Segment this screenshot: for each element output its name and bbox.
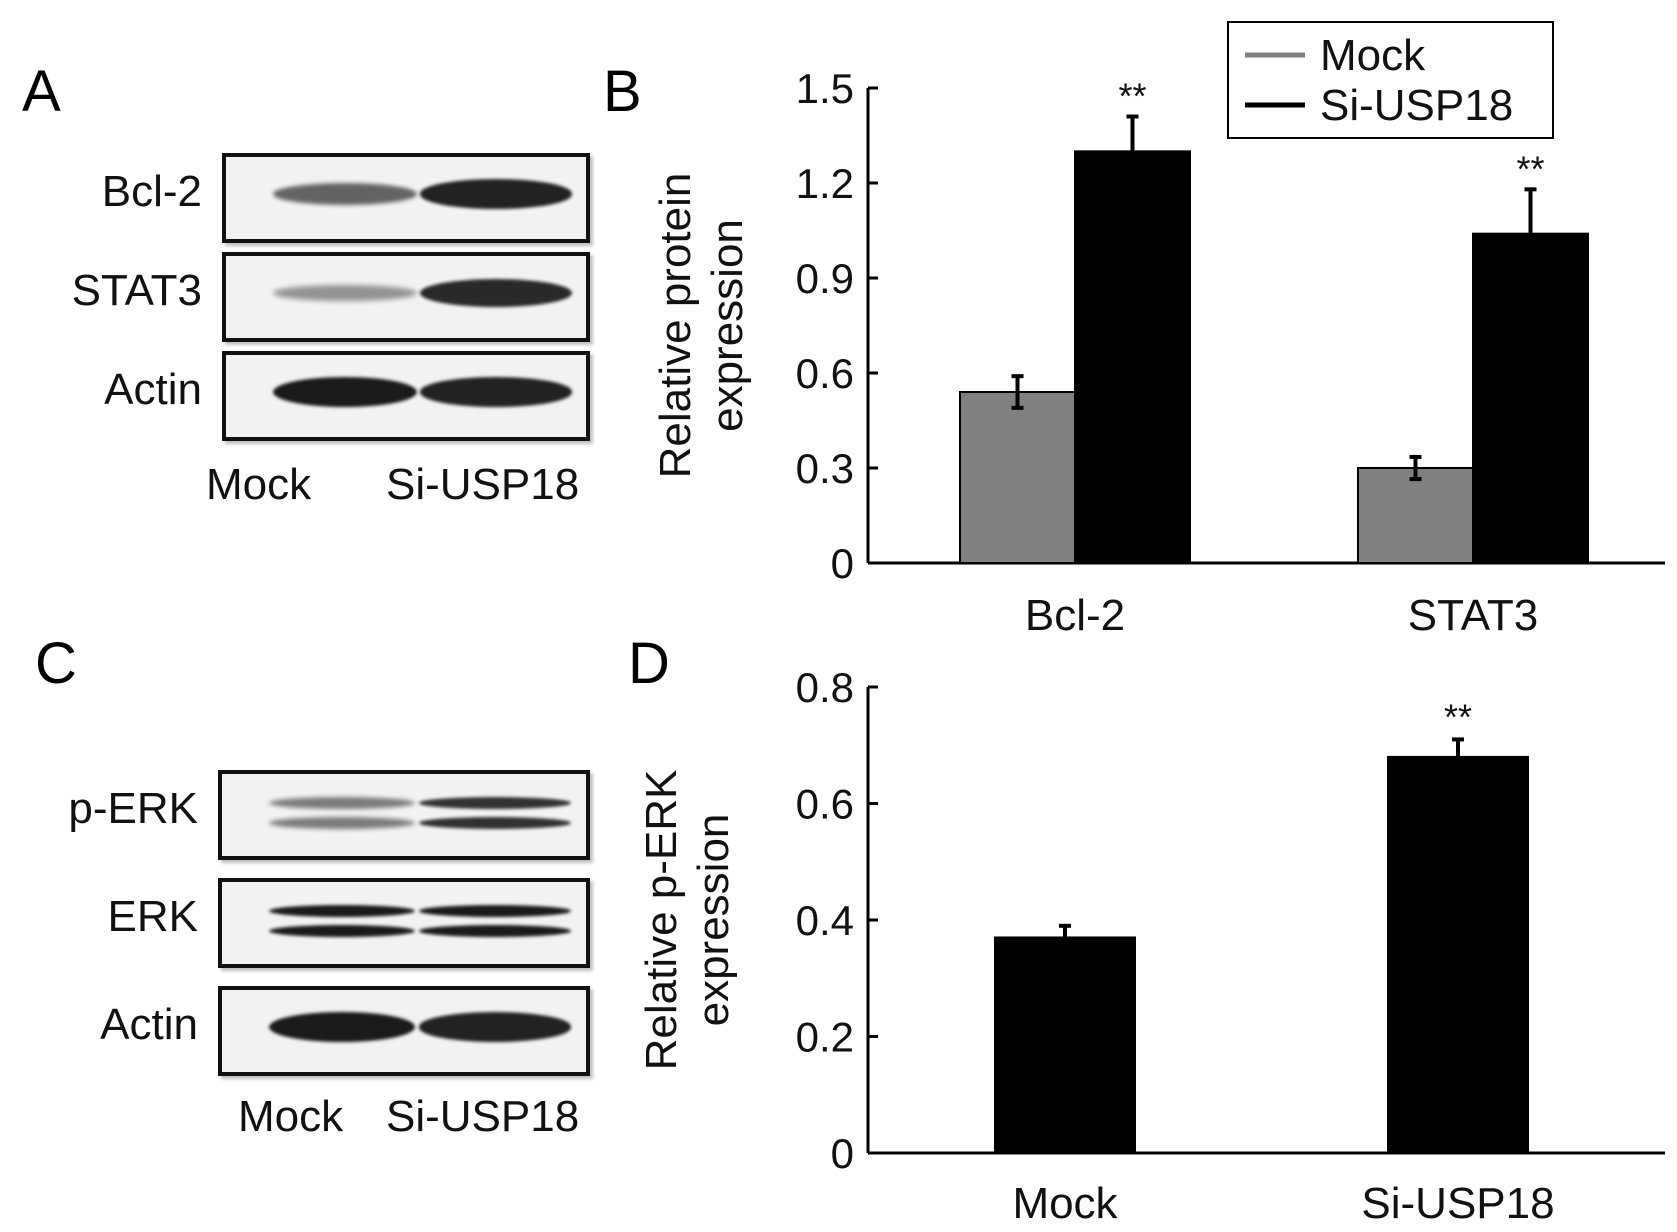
x-tick-label: Bcl-2	[1025, 591, 1125, 640]
protein-band	[418, 925, 572, 937]
y-tick-label: 0.8	[796, 664, 854, 711]
x-tick-label: Mock	[1012, 1179, 1118, 1228]
panel-letter-b: B	[603, 59, 642, 124]
protein-band	[420, 179, 572, 209]
y-tick-label: 0.6	[796, 781, 854, 828]
blot-lane-label: Mock	[238, 1092, 344, 1141]
protein-band	[269, 1012, 415, 1042]
y-tick-label: 1.5	[796, 65, 854, 112]
protein-band	[420, 377, 572, 407]
blot-strip	[218, 878, 590, 968]
y-tick-label: 0	[831, 1130, 854, 1177]
panel-letter-d: D	[628, 631, 670, 696]
bar	[1357, 467, 1474, 564]
blot-row-label: Bcl-2	[101, 167, 202, 216]
y-axis-label: expression	[689, 814, 738, 1027]
blot-row-label: ERK	[107, 892, 198, 941]
bar	[1074, 150, 1191, 564]
blot-lane-label: Si-USP18	[386, 1092, 580, 1141]
panel-letter-c: C	[35, 631, 77, 696]
y-axis-label: Relative p-ERK	[637, 770, 686, 1071]
y-tick-label: 0.6	[796, 350, 854, 397]
blot-row-label: STAT3	[71, 266, 202, 315]
legend-box	[1227, 21, 1554, 139]
y-tick-label: 1.2	[796, 160, 854, 207]
x-tick-label: STAT3	[1408, 591, 1538, 640]
blot-strip	[218, 986, 590, 1076]
protein-band	[420, 278, 572, 308]
blot-lane-label: Mock	[206, 460, 312, 509]
bar	[1472, 232, 1589, 565]
y-tick-label: 0.3	[796, 445, 854, 492]
protein-band	[269, 817, 415, 829]
protein-band	[418, 905, 572, 917]
blot-strip	[222, 351, 590, 441]
y-tick-label: 0.2	[796, 1014, 854, 1061]
y-axis-label: expression	[703, 219, 752, 432]
blot-strip	[222, 153, 590, 243]
protein-band	[418, 817, 572, 829]
legend-label: Mock	[1320, 31, 1426, 80]
blot-strip	[218, 770, 590, 860]
panel-letter-a: A	[22, 59, 61, 124]
protein-band	[418, 1012, 572, 1042]
blot-strip	[222, 252, 590, 342]
y-tick-label: 0	[831, 540, 854, 587]
bar	[1387, 755, 1529, 1155]
y-axis-label: Relative protein	[651, 173, 700, 479]
blot-row-label: Actin	[104, 365, 202, 414]
significance-label: **	[1516, 148, 1544, 189]
bar	[994, 936, 1136, 1154]
significance-label: **	[1118, 76, 1146, 117]
protein-band	[272, 284, 417, 302]
x-tick-label: Si-USP18	[1361, 1179, 1554, 1228]
y-tick-label: 0.4	[796, 897, 854, 944]
bar	[959, 391, 1076, 564]
protein-band	[418, 797, 572, 809]
blot-row-label: p-ERK	[68, 784, 198, 833]
significance-label: **	[1444, 696, 1472, 737]
protein-band	[269, 905, 415, 917]
protein-band	[269, 797, 415, 809]
blot-lane-label: Si-USP18	[386, 460, 580, 509]
protein-band	[272, 183, 417, 205]
protein-band	[269, 925, 415, 937]
protein-band	[272, 377, 417, 407]
y-tick-label: 0.9	[796, 255, 854, 302]
blot-row-label: Actin	[100, 1000, 198, 1049]
legend-label: Si-USP18	[1320, 81, 1513, 130]
